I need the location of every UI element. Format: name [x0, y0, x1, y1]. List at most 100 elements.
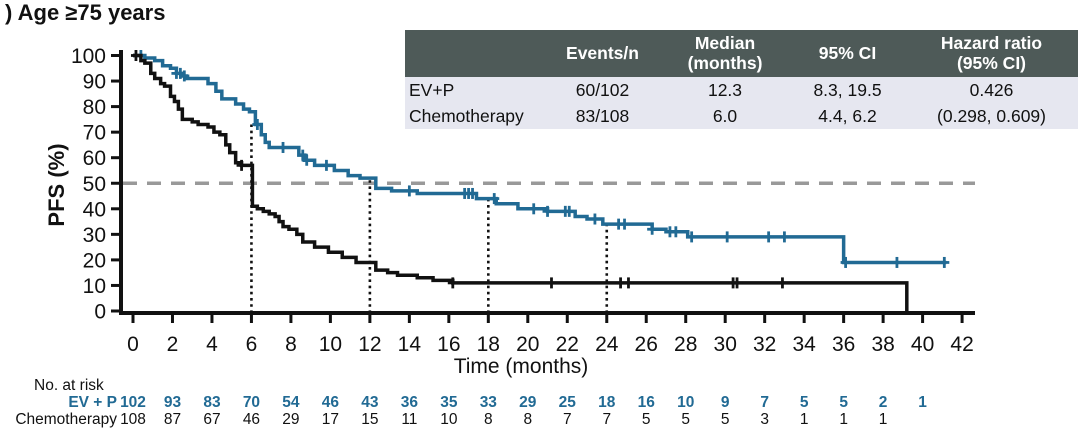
risk-count: 15 — [361, 411, 379, 428]
svg-text:34: 34 — [792, 333, 816, 356]
risk-count: 18 — [598, 394, 616, 411]
risk-count: 8 — [523, 411, 533, 428]
summary-median-value: 12.3 — [660, 77, 790, 103]
svg-text:30: 30 — [83, 224, 106, 247]
risk-count: 54 — [282, 394, 300, 411]
risk-count: 7 — [760, 394, 769, 411]
risk-count: 17 — [321, 411, 340, 428]
svg-text:8: 8 — [285, 333, 297, 356]
risk-count: 7 — [602, 411, 612, 428]
risk-count: 70 — [242, 394, 261, 411]
svg-text:90: 90 — [83, 71, 106, 94]
summary-events-value: 60/102 — [545, 77, 660, 103]
svg-text:20: 20 — [516, 333, 539, 356]
risk-count: 8 — [484, 411, 493, 428]
summary-header-blank — [405, 30, 545, 77]
svg-text:50: 50 — [83, 173, 106, 196]
risk-count: 83 — [203, 394, 221, 411]
svg-text:12: 12 — [358, 333, 381, 356]
svg-text:22: 22 — [556, 333, 579, 356]
svg-text:24: 24 — [595, 333, 619, 356]
svg-text:20: 20 — [83, 249, 106, 272]
svg-text:6: 6 — [246, 333, 258, 356]
summary-header-hr: Hazard ratio (95% CI) — [905, 30, 1078, 77]
risk-count: 33 — [479, 394, 497, 411]
svg-text:0: 0 — [94, 301, 106, 324]
risk-count: 1 — [918, 394, 927, 411]
svg-text:2: 2 — [167, 333, 179, 356]
summary-row-label: EV+P — [405, 77, 545, 103]
summary-row-evp: EV+P 60/102 12.3 8.3, 19.5 0.426 — [405, 77, 1078, 103]
risk-count: 36 — [400, 394, 418, 411]
risk-table-title: No. at risk — [34, 377, 104, 394]
summary-row-chemo: Chemotherapy 83/108 6.0 4.4, 6.2 (0.298,… — [405, 103, 1078, 129]
svg-text:70: 70 — [83, 122, 106, 145]
svg-text:80: 80 — [83, 96, 106, 119]
risk-count: 5 — [681, 411, 691, 428]
svg-text:14: 14 — [398, 333, 422, 356]
risk-count: 93 — [163, 394, 182, 411]
risk-count: 29 — [519, 394, 537, 411]
summary-row-label: Chemotherapy — [405, 103, 545, 129]
risk-count: 1 — [878, 411, 888, 428]
summary-events-value: 83/108 — [545, 103, 660, 129]
svg-text:42: 42 — [950, 333, 973, 356]
risk-count: 5 — [720, 411, 730, 428]
risk-count: 10 — [440, 411, 458, 428]
risk-row-chemo: Chemotherapy 108 87 67 46 29 17 15 11 10 8 8 7 7 5 5 5 3… — [0, 411, 1080, 428]
x-axis-title: Time (months) — [453, 355, 589, 378]
panel-title: ) Age ≥75 years — [5, 0, 166, 25]
svg-text:26: 26 — [635, 333, 658, 356]
risk-count: 67 — [203, 411, 221, 428]
svg-text:40: 40 — [83, 198, 106, 221]
risk-count: 1 — [839, 411, 848, 428]
svg-text:18: 18 — [477, 333, 500, 356]
risk-count: 5 — [641, 411, 651, 428]
svg-text:10: 10 — [83, 275, 106, 298]
risk-count: 108 — [120, 411, 146, 428]
summary-table: Events/n Median (months) 95% CI Hazard r… — [405, 30, 1078, 129]
risk-row-label: EV + P — [68, 394, 117, 411]
summary-hr-value: (0.298, 0.609) — [905, 103, 1078, 129]
risk-count: 2 — [878, 394, 888, 411]
risk-count: 5 — [839, 394, 848, 411]
summary-ci-value: 8.3, 19.5 — [790, 77, 905, 103]
risk-count: 1 — [799, 411, 809, 428]
risk-count: 16 — [637, 394, 655, 411]
summary-median-value: 6.0 — [660, 103, 790, 129]
summary-hr-value: 0.426 — [905, 77, 1078, 103]
svg-text:36: 36 — [832, 333, 855, 356]
risk-count: 10 — [677, 394, 695, 411]
risk-count: 25 — [558, 394, 576, 411]
risk-count: 102 — [120, 394, 146, 411]
risk-count: 46 — [321, 394, 340, 411]
risk-count: 3 — [760, 411, 769, 428]
svg-text:16: 16 — [437, 333, 460, 356]
risk-count: 29 — [282, 411, 300, 428]
summary-header-median: Median (months) — [660, 30, 790, 77]
svg-text:38: 38 — [871, 333, 894, 356]
risk-count: 7 — [562, 411, 572, 428]
svg-text:32: 32 — [753, 333, 776, 356]
risk-count: 87 — [163, 411, 182, 428]
y-axis-title: PFS (%) — [44, 143, 69, 227]
svg-text:28: 28 — [674, 333, 697, 356]
svg-text:10: 10 — [319, 333, 342, 356]
risk-count: 43 — [361, 394, 379, 411]
risk-count: 5 — [799, 394, 809, 411]
risk-count: 35 — [440, 394, 458, 411]
svg-text:60: 60 — [83, 147, 106, 170]
risk-count: 46 — [242, 411, 261, 428]
summary-header-row: Events/n Median (months) 95% CI Hazard r… — [405, 30, 1078, 77]
risk-row-label: Chemotherapy — [15, 411, 117, 428]
summary-header-events: Events/n — [545, 30, 660, 77]
summary-ci-value: 4.4, 6.2 — [790, 103, 905, 129]
svg-text:4: 4 — [206, 333, 218, 356]
risk-count: 9 — [720, 394, 730, 411]
svg-text:100: 100 — [71, 45, 106, 68]
svg-text:40: 40 — [911, 333, 934, 356]
risk-row-evp: EV + P 102 93 83 70 54 46 43 36 35 33 29 25 18 16 10 9 7… — [0, 394, 1080, 411]
svg-text:30: 30 — [714, 333, 737, 356]
